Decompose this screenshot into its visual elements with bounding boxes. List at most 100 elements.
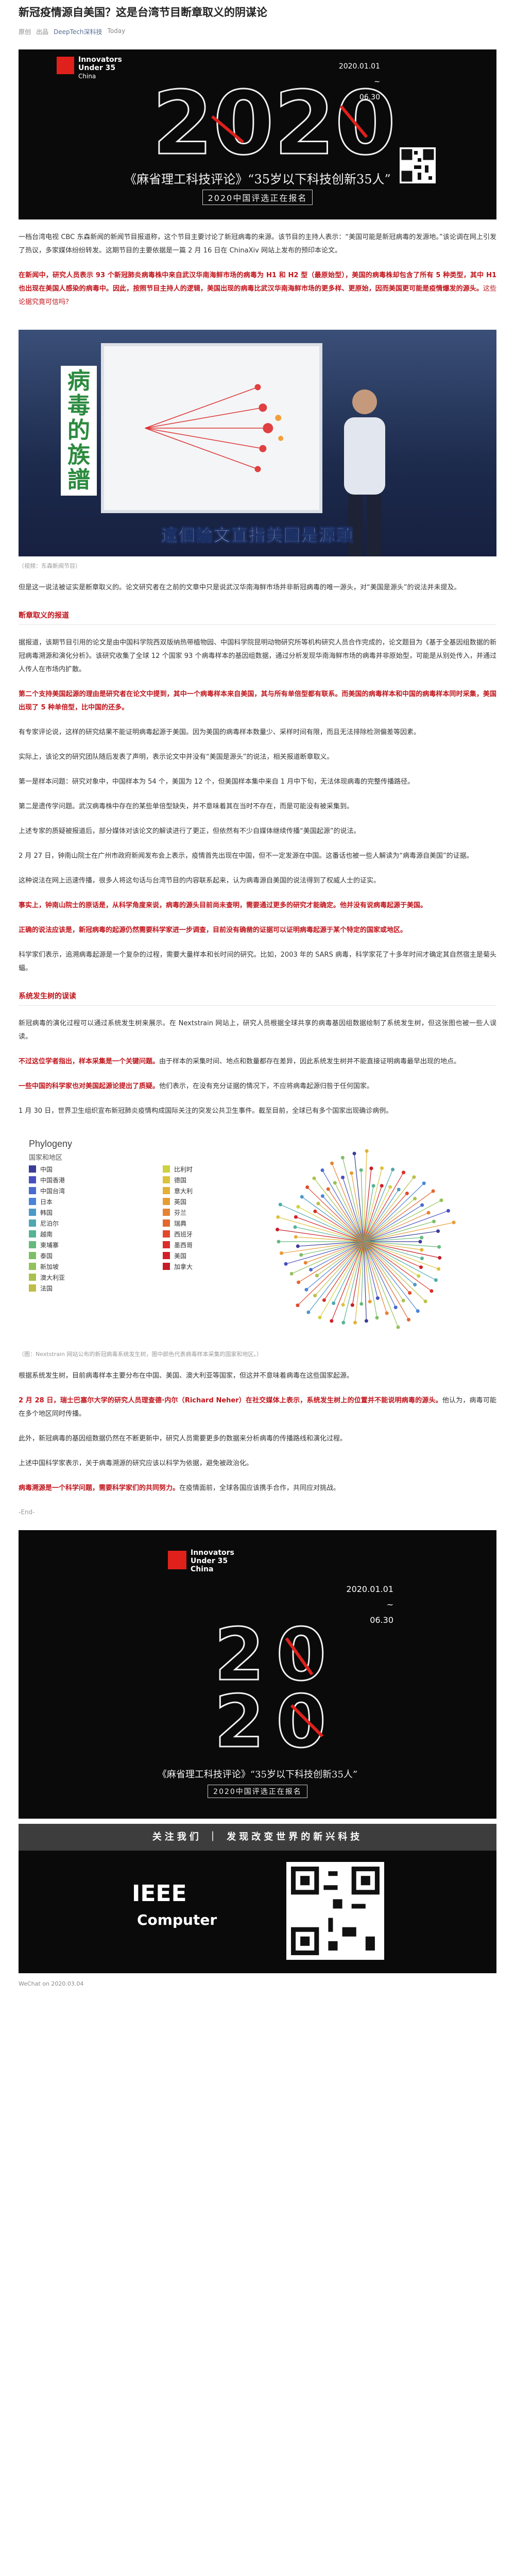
legend-swatch — [29, 1176, 36, 1184]
paragraph: 事实上，钟南山院士的原话是，从科学角度来说，病毒的源头目前尚未查明，需要通过更多… — [19, 899, 496, 912]
inline-link[interactable]: 这些论据究竟可信吗？ — [19, 285, 496, 307]
legend-label: 柬埔寨 — [40, 1242, 59, 1249]
paragraph-tail: 他认为，病毒可能在多个地区同时传播。 — [19, 1397, 496, 1418]
legend-swatch — [163, 1252, 170, 1260]
tree-tip — [341, 1176, 345, 1180]
tree-tip — [352, 1151, 356, 1156]
tree-branch — [363, 1185, 382, 1242]
tree-tip — [277, 1240, 281, 1244]
paragraph: 正确的说法应该是，新冠病毒的起源仍然需要科学家进一步调查，目前没有确凿的证据可以… — [19, 924, 496, 937]
brand-line: Innovators — [78, 56, 122, 64]
poster-dates: 2020.01.01 ~ 06.30 — [339, 59, 380, 105]
tree-tip — [432, 1219, 436, 1224]
footer-subtitle-text: 2020中国评选正在报名 — [208, 1785, 307, 1799]
tree-tip — [388, 1185, 392, 1189]
legend-label: 美国 — [174, 1252, 187, 1260]
footer-qr-code-icon[interactable] — [286, 1862, 384, 1960]
paragraph: 第二个支持美国起源的理由是研究者在论文中提到，其中一个病毒样本来自美国，其与所有… — [19, 688, 496, 715]
footer-brand: Innovators Under 35 China — [191, 1549, 234, 1573]
tree-branch — [363, 1241, 439, 1269]
tree-branch — [319, 1242, 364, 1318]
tree-branch — [363, 1242, 409, 1320]
tree-branch — [363, 1241, 422, 1259]
legend-swatch — [29, 1219, 36, 1227]
date-start: 2020.01.01 — [338, 62, 380, 71]
tree-branch — [328, 1189, 364, 1242]
paragraph: 第二是遗传学问题。武汉病毒株中存在的某些单倍型缺失，并不意味着其在当时不存在，而… — [19, 803, 354, 811]
section-heading: 系统发生树的误读 — [19, 991, 496, 1006]
tree-tip — [350, 1303, 354, 1307]
footer-poster[interactable]: Innovators Under 35 China 2020.01.01 ~ 0… — [19, 1530, 496, 1819]
tv-screenshot[interactable]: 病毒的族譜 這個論文直指美國是源頭 — [19, 330, 496, 557]
tree-branch — [307, 1187, 364, 1242]
innovators-poster[interactable]: Innovators Under 35 China 2020.01.01 ~ 0… — [19, 49, 496, 220]
tree-tip — [396, 1325, 400, 1329]
paragraph: 新冠病毒的演化过程可以通过系统发生树来展示。在 Nextstrain 网站上，研… — [19, 1020, 496, 1041]
legend-item: 尼泊尔 — [29, 1218, 65, 1229]
tree-tip — [340, 1156, 345, 1160]
tree-tip — [418, 1240, 422, 1244]
tree-tip — [296, 1303, 300, 1308]
tree-tip — [306, 1311, 311, 1315]
legend-swatch — [163, 1241, 170, 1249]
tree-tip — [431, 1189, 435, 1193]
legend-item: 芬兰 — [163, 1208, 193, 1218]
tree-tip — [300, 1195, 304, 1199]
tree-tip — [309, 1268, 313, 1272]
tree-tip — [315, 1274, 319, 1278]
publish-date: Today — [107, 27, 126, 35]
highlight-text: 在新闻中，研究人员表示 93 个新冠肺炎病毒株中来自武汉华南海鲜市场的病毒为 H… — [19, 272, 496, 293]
tree-branch — [361, 1242, 364, 1304]
author-link[interactable]: DeepTech深科技 — [54, 28, 102, 36]
legend-swatch — [29, 1209, 36, 1216]
author-prefix: 出品 — [36, 28, 49, 36]
paragraph: 有专家评论说，这样的研究结果不能证明病毒起源于美国。因为美国的病毒样本数量少、采… — [19, 728, 421, 737]
tree-tip — [312, 1176, 316, 1180]
tree-branch — [363, 1241, 422, 1250]
legend-swatch — [163, 1230, 170, 1238]
qr-code-icon[interactable] — [400, 147, 436, 184]
tree-branch — [363, 1241, 421, 1268]
paragraph: 第一是样本问题：研究对象中，中国样本为 54 个，美国为 12 个，但美国样本集… — [19, 778, 415, 786]
tree-branch — [277, 1229, 364, 1242]
tree-branch — [297, 1241, 364, 1306]
tree-branch — [363, 1205, 422, 1242]
tree-branch — [363, 1241, 436, 1281]
tree-branch — [363, 1242, 396, 1308]
legend-label: 中国 — [40, 1166, 53, 1174]
tree-tip — [420, 1248, 424, 1252]
paragraph: 上述中国科学家表示，关于病毒溯源的研究应该以科学为依据，避免被政治化。 — [19, 1460, 253, 1468]
legend-label: 英国 — [174, 1198, 187, 1206]
tree-tip — [320, 1168, 324, 1173]
tree-branch — [363, 1177, 415, 1242]
legend-label: 韩国 — [40, 1209, 53, 1217]
paragraph: 科学家们表示，追溯病毒起源是一个复杂的过程，需要大量样本和长时间的研究。比如，2… — [19, 951, 496, 973]
article-page: 新冠疫情源自美国？这是台湾节目断章取义的阴谋论 原创 出品 DeepTech深科… — [19, 6, 496, 1987]
tree-branch — [363, 1191, 434, 1242]
paragraph: 但是这一说法被证实是断章取义的。论文研究者在之前的文章中只是说武汉华南海鲜市场并… — [19, 584, 461, 592]
tree-tip — [401, 1299, 405, 1303]
tree-tip — [391, 1167, 395, 1172]
tree-branch — [298, 1241, 364, 1283]
mit-logo-icon — [57, 57, 74, 75]
legend-label: 德国 — [174, 1177, 187, 1184]
legend-label: 越南 — [40, 1231, 53, 1239]
tree-tip — [278, 1202, 282, 1207]
tree-tip — [318, 1316, 322, 1320]
legend-left: 中国 中国香港 中国台湾 日本 韩国 尼泊尔 越南 柬埔寨 泰国 新加坡 澳大利亚 法国 — [29, 1164, 65, 1294]
legend-item: 德国 — [163, 1175, 193, 1186]
legend-label: 瑞典 — [174, 1220, 187, 1228]
tree-tip — [341, 1321, 346, 1325]
tree-tip — [393, 1306, 398, 1310]
highlight-text: 2 月 28 日，瑞士巴塞尔大学的研究人员理查德·内尔（Richard Nehe… — [19, 1397, 442, 1405]
tree-tip — [316, 1201, 320, 1206]
date-separator: ~ — [374, 78, 380, 87]
legend-item: 中国香港 — [29, 1175, 65, 1186]
tree-tip — [380, 1166, 384, 1171]
legend-label: 日本 — [40, 1198, 53, 1206]
tree-branch — [363, 1212, 429, 1242]
legend-swatch — [29, 1187, 36, 1195]
red-hand-icon — [290, 1704, 324, 1738]
article-meta: 原创 出品 DeepTech深科技 Today — [19, 27, 496, 36]
tree-tip — [420, 1257, 424, 1261]
